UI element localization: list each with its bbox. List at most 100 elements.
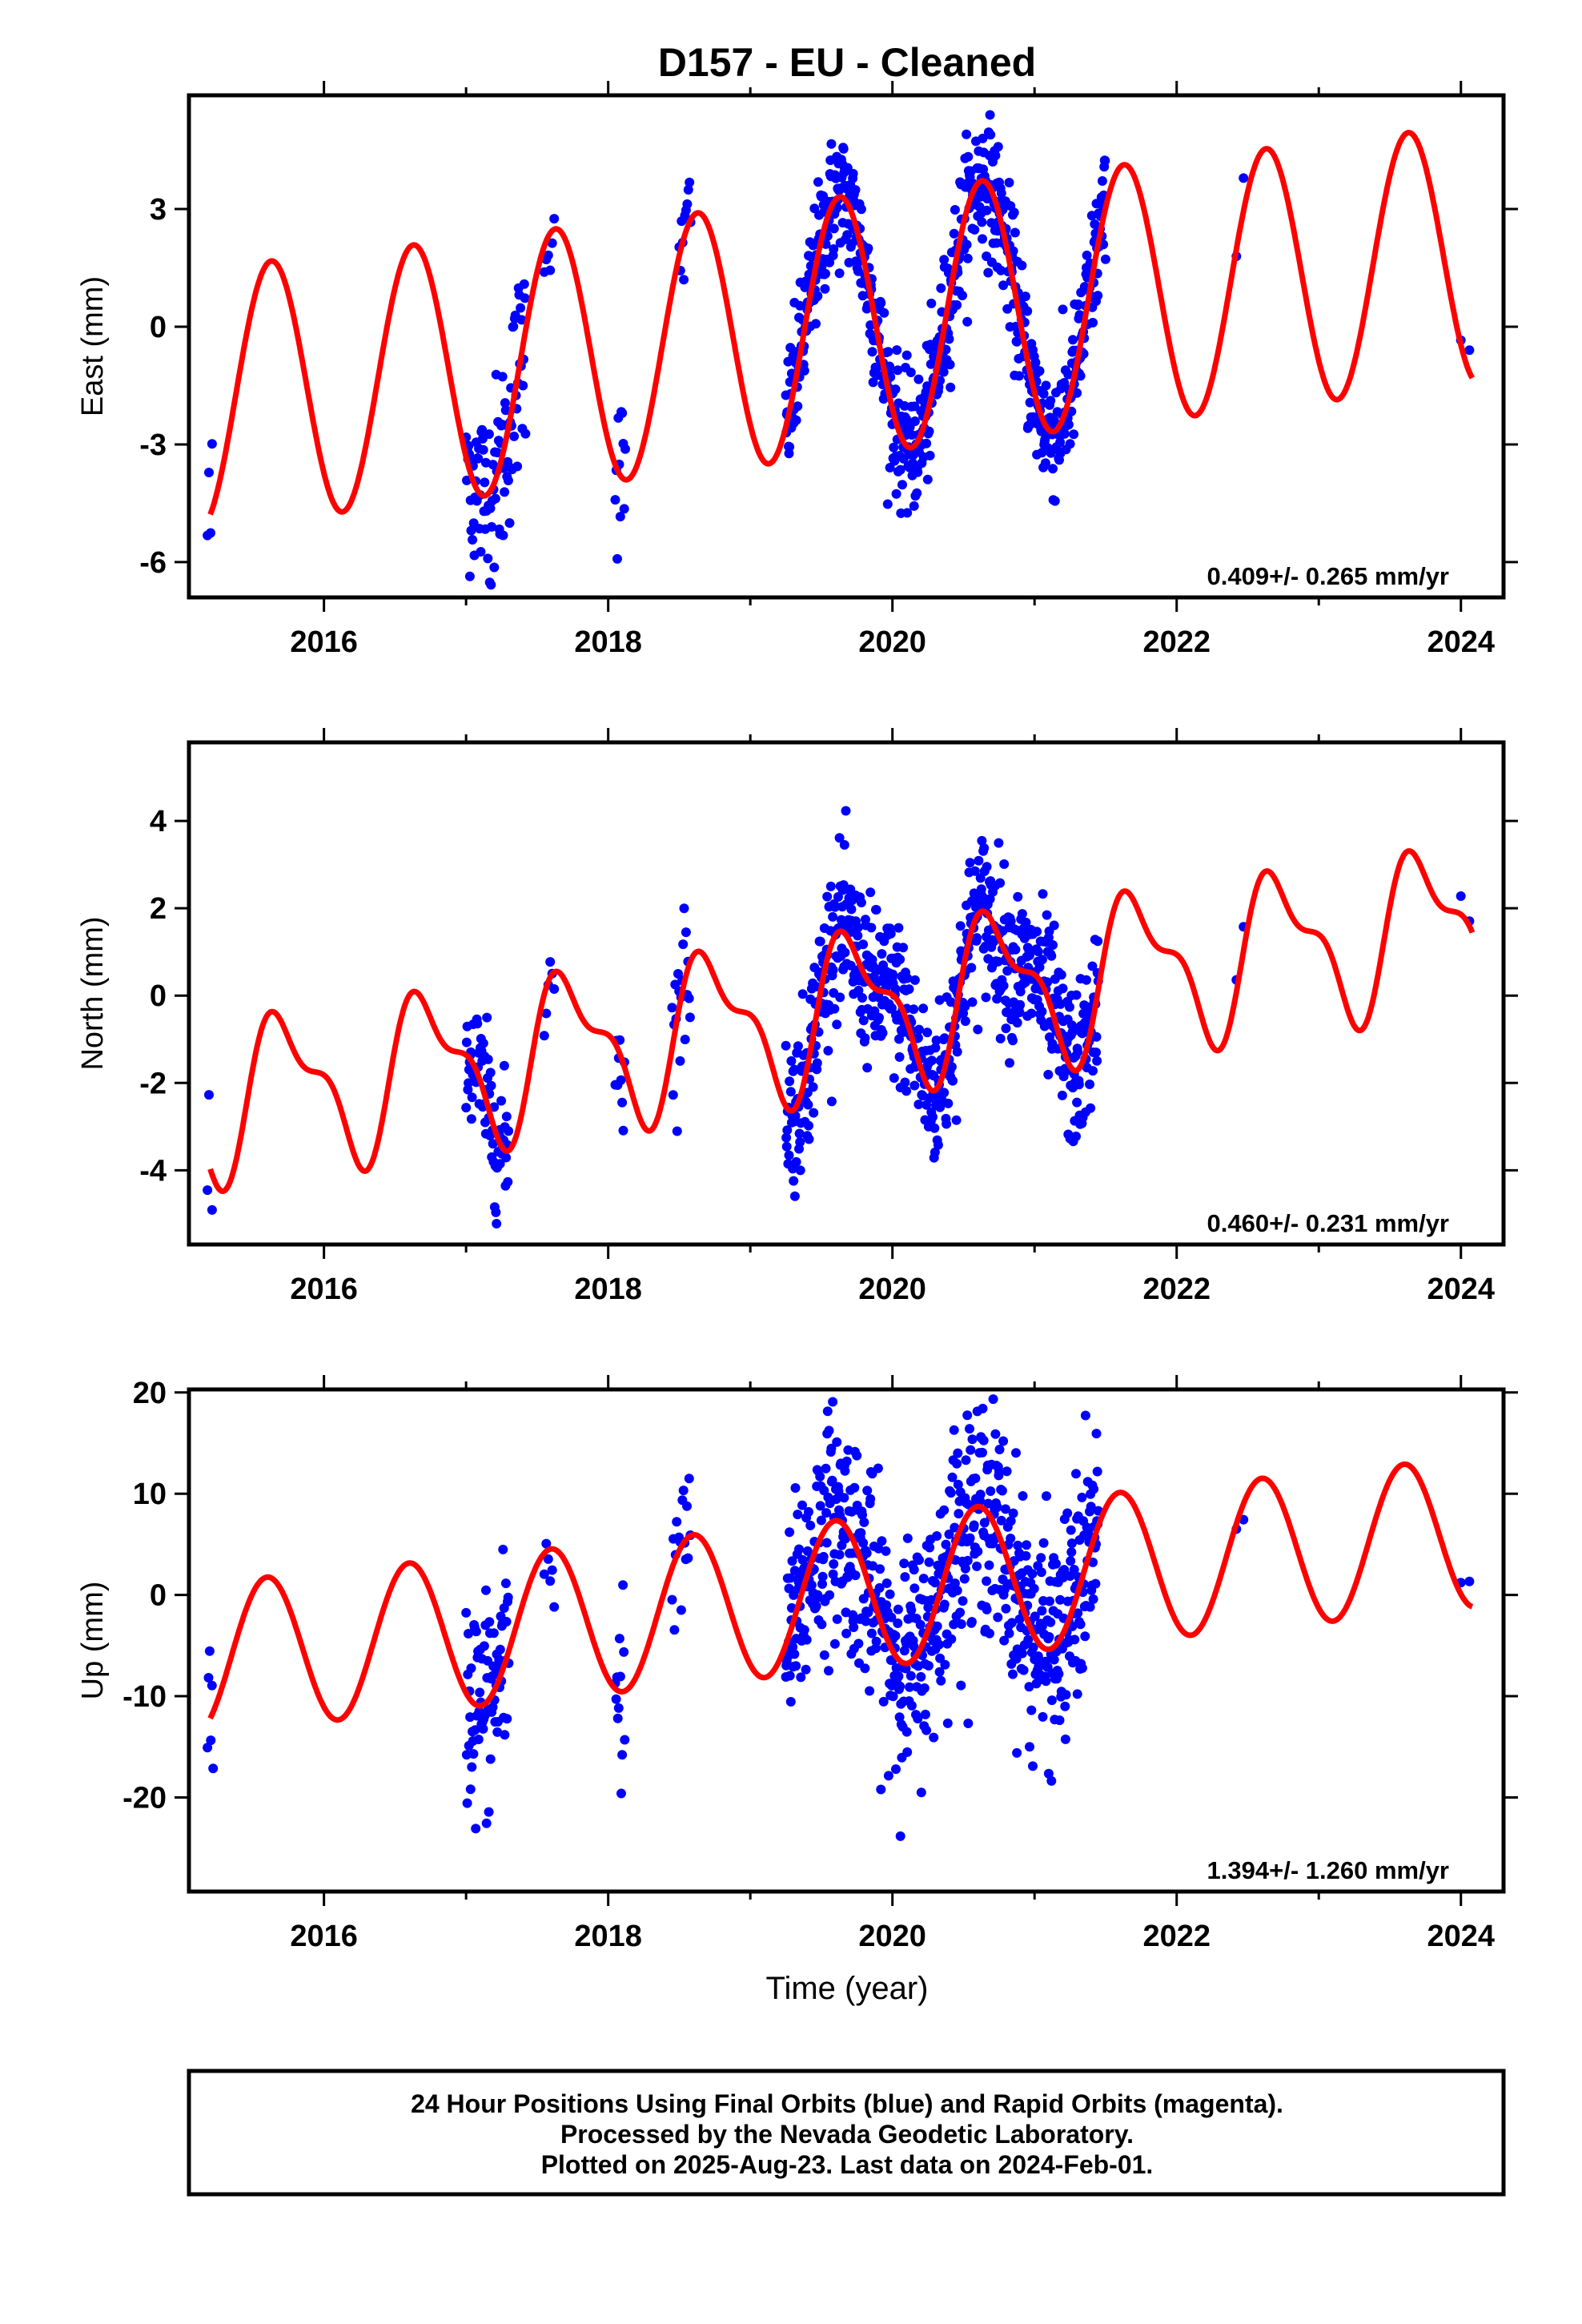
data-point [1062,1508,1073,1518]
data-point [539,1569,549,1579]
data-point [978,1403,988,1413]
data-point [962,129,972,139]
data-point [989,936,999,947]
x-tick-label: 2018 [574,625,642,659]
data-point [850,185,861,195]
data-point [1072,1689,1082,1699]
data-point [944,334,954,344]
data-point [889,442,899,452]
data-point [813,1590,823,1600]
data-point [858,1015,869,1026]
data-point [1057,1090,1067,1100]
data-point [922,1027,933,1038]
data-point [853,985,864,995]
x-tick-label: 2022 [1142,625,1211,659]
x-tick-label: 2018 [574,1273,642,1306]
data-point [503,476,513,485]
data-point [874,1582,885,1593]
rate-text-up: 1.394+/- 1.260 mm/yr [1207,1856,1449,1884]
data-point [874,1012,884,1023]
data-point [959,1574,970,1584]
data-point [1055,1594,1066,1605]
panel-east: 2016 2018 2020 2022 2024 -6 -3 0 3 East (mm) 0.409… [76,81,1518,659]
data-point [998,280,1009,291]
data-point [901,1727,912,1737]
data-point [826,139,837,149]
data-point [982,862,992,872]
data-point [1024,1682,1034,1692]
data-point [793,401,803,412]
data-point [207,1204,217,1215]
data-point [829,244,839,254]
data-point [818,1551,829,1562]
data-point [487,521,497,532]
footer-box: 24 Hour Positions Using Final Orbits (bl… [187,2069,1506,2197]
data-point [956,1619,966,1629]
data-point [1054,1715,1065,1726]
data-point [1065,439,1075,449]
data-point [1077,1663,1087,1673]
data-point [1036,1567,1046,1578]
data-point [485,1068,496,1078]
data-point [841,1456,852,1466]
data-point [1080,1410,1090,1421]
data-point [683,1553,693,1563]
data-point [857,1510,867,1520]
data-point [1091,1047,1101,1058]
x-tick-label: 2020 [858,625,926,659]
data-point [873,1543,884,1554]
data-point [904,984,914,995]
data-point [974,855,984,866]
y-tick-label: 2 [150,892,167,926]
data-point [982,205,992,215]
data-point [975,1490,986,1500]
data-point [913,1100,924,1110]
data-point [826,1096,837,1107]
data-point [925,1542,935,1553]
data-point [905,1682,915,1692]
data-point [1014,1007,1025,1018]
data-points-north [203,806,1475,1228]
data-point [950,1578,960,1589]
data-point [930,1123,940,1133]
data-point [898,943,909,953]
data-point [785,1087,796,1097]
data-point [203,1673,214,1683]
data-point [928,1112,938,1122]
data-point [936,283,946,293]
y-axis-label-east: East (mm) [76,276,110,416]
data-point [815,936,825,947]
data-point [464,1629,473,1638]
data-point [1086,1103,1096,1113]
data-point [873,1463,883,1474]
data-point [618,1125,628,1136]
data-point [1072,1097,1082,1108]
data-point [994,1445,1005,1454]
y-tick-label: 20 [133,1377,167,1410]
data-point [938,367,949,377]
data-point [795,1165,805,1176]
data-point [1013,1540,1023,1550]
data-point [902,1533,913,1543]
data-point [1040,458,1050,468]
data-point [668,1090,678,1100]
data-point [502,1714,512,1724]
data-point [1017,1648,1027,1659]
data-point [962,316,973,327]
data-point [479,1641,489,1651]
data-point [519,279,529,289]
data-point [909,416,920,426]
data-point [503,1592,513,1602]
data-point [1058,983,1068,994]
data-point [804,1506,813,1517]
x-ticks-north: 2016 2018 2020 2022 2024 [290,728,1495,1306]
data-point [876,298,886,308]
data-point [801,1634,812,1645]
data-point [789,1191,800,1201]
data-point [933,1140,943,1150]
data-point [953,1448,963,1458]
data-point [684,1474,694,1484]
data-point [949,1619,959,1630]
data-point [472,1019,483,1029]
